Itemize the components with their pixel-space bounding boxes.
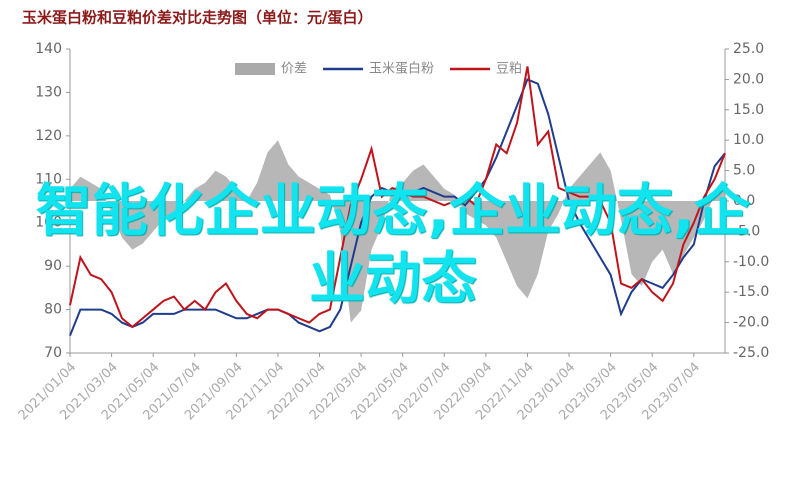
legend-label: 玉米蛋白粉	[369, 61, 434, 77]
y2-tick-label: 5.0	[733, 163, 755, 179]
overlay-text: 智能化企业动态,企业动态,企业动态	[35, 179, 751, 312]
y-tick-label: 90	[44, 258, 62, 274]
y2-tick-label: 15.0	[733, 102, 764, 118]
y2-tick-label: 20.0	[733, 71, 764, 87]
y-tick-label: 120	[35, 128, 62, 144]
spread-area	[70, 140, 725, 323]
chart-title: 玉米蛋白粉和豆粕价差对比走势图（单位：元/蛋白）	[22, 9, 372, 27]
y2-tick-label: 10.0	[733, 132, 764, 148]
y2-tick-label: 0.0	[733, 193, 755, 209]
y-tick-label: 100	[35, 215, 62, 231]
y-tick-label: 80	[44, 302, 62, 318]
y2-tick-label: 25.0	[733, 41, 764, 57]
y-tick-label: 130	[35, 84, 62, 100]
y-tick-label: 70	[44, 345, 62, 361]
legend-swatch	[235, 63, 275, 75]
legend-label: 豆粕	[496, 62, 522, 77]
series-line	[69, 66, 726, 329]
y-tick-label: 110	[35, 171, 62, 187]
y2-tick-label: -20.0	[733, 315, 769, 331]
y2-tick-label: -10.0	[733, 254, 769, 270]
y2-tick-label: -15.0	[733, 284, 769, 300]
legend-label: 价差	[281, 62, 307, 77]
series-line	[69, 78, 726, 336]
y2-tick-label: -25.0	[733, 345, 769, 361]
y-tick-label: 140	[35, 41, 62, 57]
y2-tick-label: -5.0	[733, 223, 760, 239]
